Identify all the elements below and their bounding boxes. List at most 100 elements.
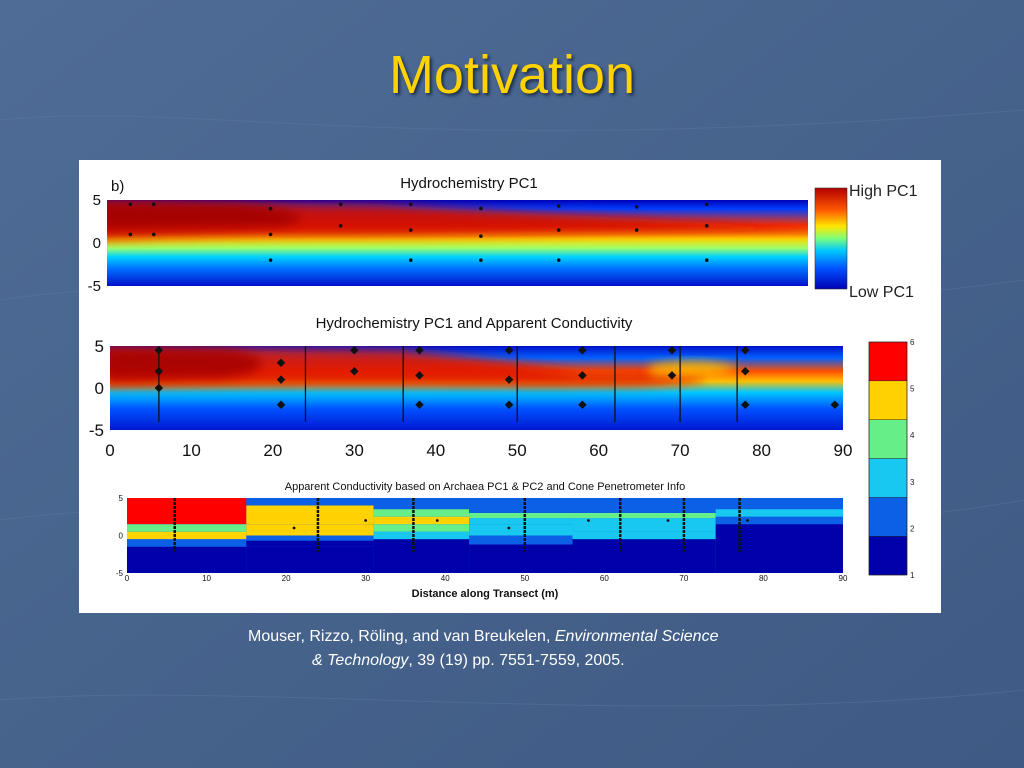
- p3-xlabel: Distance along Transect (m): [412, 588, 559, 600]
- p1-ytick-label: 5: [93, 192, 101, 209]
- p1-sample-point: [268, 232, 273, 237]
- p3-conductivity-band: [373, 509, 470, 517]
- p3-conductivity-band: [572, 539, 716, 573]
- p2-xtick-label: 50: [508, 441, 527, 460]
- p3-title: Apparent Conductivity based on Archaea P…: [285, 481, 686, 493]
- figure-svg: b) Hydrochemistry PC1 50-5 High PC1 Low …: [88, 175, 918, 600]
- p1-sample-point: [556, 204, 561, 208]
- p1-sample-point: [151, 232, 156, 237]
- p3-xtick-label: 70: [679, 574, 688, 583]
- conductivity-colorbar-cell: [868, 341, 908, 382]
- p1-sample-point: [479, 206, 483, 211]
- p2-ytick-label: -5: [89, 421, 104, 440]
- p3-conductivity-band: [127, 546, 247, 573]
- conductivity-colorbar-cell: [868, 419, 908, 459]
- p3-conductivity-band: [373, 531, 470, 540]
- p1-sample-point: [556, 258, 561, 262]
- p1-sample-point: [556, 228, 561, 232]
- p3-xtick-label: 20: [282, 574, 291, 583]
- p3-conductivity-band: [246, 540, 374, 547]
- p3-xtick-label: 10: [202, 574, 211, 583]
- citation-journal-b: & Technology: [312, 652, 409, 669]
- p2-xtick-label: 10: [182, 441, 201, 460]
- p2-sample-point: [154, 383, 164, 393]
- p3-conductivity-band: [572, 523, 716, 532]
- p1-colorbar-high: High PC1: [849, 183, 918, 200]
- p1-sample-point: [268, 258, 273, 262]
- p3-xtick-label: 90: [839, 574, 848, 583]
- p2-sample-point: [350, 366, 359, 376]
- p3-conductivity-band: [373, 524, 470, 532]
- p3-conductivity-band: [127, 539, 247, 547]
- p1-sample-point: [128, 202, 133, 207]
- conductivity-colorbar-tick: 3: [910, 478, 915, 487]
- p3-xtick-label: 80: [759, 574, 768, 583]
- p3-conductivity-band: [572, 513, 716, 519]
- p1-sample-point: [479, 234, 483, 238]
- p1-ytick-label: -5: [88, 278, 101, 295]
- p3-conductivity-band: [469, 524, 573, 536]
- p3-conductivity-band: [715, 509, 843, 517]
- p1-sample-point: [151, 202, 156, 207]
- p2-sample-point: [578, 345, 587, 355]
- p1-sample-point: [408, 228, 413, 232]
- p1-core-plume: [107, 202, 300, 230]
- p2-high-plume: [110, 346, 705, 388]
- p3-sample-point: [507, 526, 511, 530]
- p2-ytick-label: 5: [95, 337, 104, 356]
- p2-xtick-label: 30: [345, 441, 364, 460]
- p2-sample-point: [276, 375, 286, 384]
- p2-core-plume: [110, 348, 262, 380]
- p3-sample-point: [587, 519, 590, 522]
- p3-conductivity-band: [715, 498, 843, 510]
- p1-colorbar-low: Low PC1: [849, 284, 914, 301]
- p2-xtick-label: 60: [589, 441, 608, 460]
- p1-sample-point: [704, 202, 709, 207]
- p1-sample-point: [128, 232, 133, 237]
- conductivity-colorbar-tick: 1: [910, 571, 915, 580]
- p2-xtick-label: 20: [263, 441, 282, 460]
- conductivity-colorbar-tick: 2: [910, 524, 915, 533]
- p1-sample-point: [338, 202, 343, 207]
- p1-title: Hydrochemistry PC1: [400, 175, 538, 192]
- citation-journal-a: Environmental Science: [554, 628, 719, 645]
- p2-sample-point: [276, 400, 286, 410]
- p3-conductivity-band: [572, 518, 716, 524]
- p1-sample-point: [704, 258, 709, 262]
- p2-sample-point: [415, 345, 424, 355]
- p1-panel-label: b): [111, 178, 124, 195]
- p1-sample-point: [634, 205, 639, 209]
- slide-title: Motivation: [388, 45, 636, 105]
- figure-panel: b) Hydrochemistry PC1 5 0 -5 High PC1 Low …: [79, 160, 941, 613]
- p3-conductivity-band: [373, 516, 470, 525]
- p3-conductivity-band: [127, 498, 247, 525]
- conductivity-colorbar-cell: [868, 458, 908, 498]
- conductivity-colorbar-tick: 5: [910, 385, 915, 394]
- p3-conductivity-band: [469, 544, 573, 573]
- conductivity-colorbar-frame: [868, 341, 908, 576]
- p3-conductivity-band: [373, 539, 470, 573]
- p3-xtick-label: 60: [600, 574, 609, 583]
- p1-sample-point: [268, 206, 273, 211]
- p3-conductivity-band: [469, 498, 573, 513]
- p3-xtick-label: 0: [125, 574, 130, 583]
- p3-conductivity-band: [246, 505, 374, 525]
- p3-ytick-label: 0: [119, 532, 124, 541]
- p3-sample-point: [746, 519, 749, 522]
- conductivity-colorbar-cell: [868, 380, 908, 420]
- p3-conductivity-band: [469, 518, 573, 525]
- p3-ytick-label: -5: [116, 569, 124, 578]
- p3-sample-point: [435, 519, 439, 522]
- p2-sample-point: [276, 358, 286, 368]
- conductivity-colorbar-tick: 4: [910, 431, 915, 440]
- p2-sample-point: [504, 400, 514, 410]
- p3-conductivity-band: [469, 535, 573, 545]
- p3-conductivity-band: [572, 498, 716, 513]
- p2-xtick-label: 40: [426, 441, 445, 460]
- p3-conductivity-band: [373, 498, 470, 510]
- p1-sample-point: [408, 202, 413, 207]
- p1-sample-point: [479, 258, 483, 262]
- p2-sample-point: [504, 375, 514, 384]
- p3-conductivity-band: [715, 524, 843, 573]
- p2-sample-point: [350, 345, 359, 355]
